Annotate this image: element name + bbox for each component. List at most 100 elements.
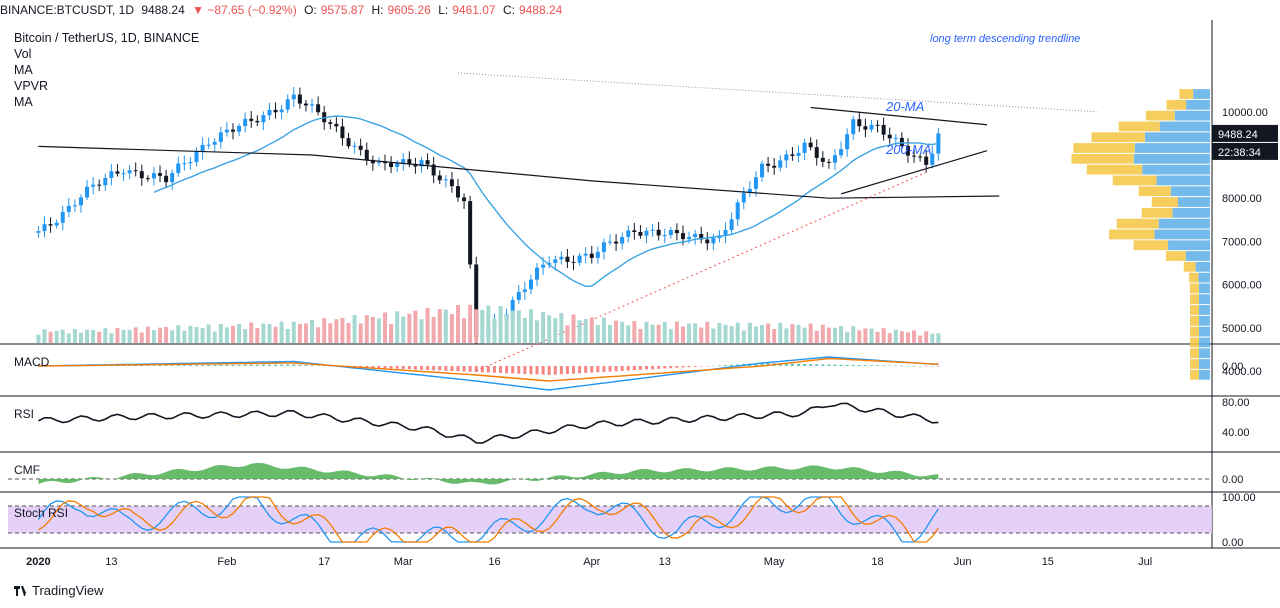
candle-body bbox=[151, 173, 156, 179]
macd-histogram-bar bbox=[140, 365, 144, 366]
volume-bar bbox=[66, 333, 71, 343]
legend-vpvr[interactable]: VPVR bbox=[14, 79, 49, 93]
volume-profile-up bbox=[1154, 229, 1210, 240]
volume-bar bbox=[291, 321, 296, 343]
macd-histogram-bar bbox=[827, 364, 831, 366]
volume-bar bbox=[729, 326, 734, 343]
volume-bar bbox=[881, 328, 886, 343]
volume-bar bbox=[687, 323, 692, 343]
long-term-trendline bbox=[457, 72, 1097, 113]
candle-body bbox=[182, 163, 187, 165]
volume-profile-up bbox=[1199, 348, 1210, 359]
candle-body bbox=[644, 230, 649, 236]
ma200-line bbox=[38, 145, 1000, 199]
volume-bar bbox=[133, 327, 138, 343]
volume-bar bbox=[237, 323, 242, 343]
volume-bar bbox=[845, 331, 850, 343]
volume-bar bbox=[839, 325, 844, 343]
legend-title: Bitcoin / TetherUS, 1D, BINANCE bbox=[14, 31, 200, 45]
volume-bar bbox=[632, 321, 637, 343]
candle-body bbox=[127, 170, 132, 174]
legend-ma[interactable]: MA bbox=[14, 63, 33, 77]
macd-histogram-bar bbox=[644, 366, 648, 370]
volume-bar bbox=[54, 330, 59, 343]
candle-body bbox=[364, 149, 369, 160]
volume-profile-down bbox=[1071, 153, 1134, 164]
volume-profile-up bbox=[1195, 261, 1210, 272]
volume-bar bbox=[139, 332, 144, 343]
volume-bar bbox=[468, 304, 473, 343]
candle-body bbox=[626, 230, 631, 237]
candle-body bbox=[443, 179, 448, 181]
macd-signal-line bbox=[38, 357, 939, 382]
volume-profile-up bbox=[1156, 175, 1210, 186]
volume-bar bbox=[127, 329, 132, 343]
time-axis-label: 13 bbox=[659, 556, 671, 568]
candle-body bbox=[614, 241, 619, 244]
volume-bar bbox=[924, 331, 929, 343]
candle-body bbox=[826, 161, 831, 163]
symbol-label[interactable]: BINANCE:BTCUSDT, 1D bbox=[0, 3, 135, 17]
stoch-axis-label: 100.00 bbox=[1222, 492, 1256, 504]
volume-bar bbox=[328, 323, 333, 343]
volume-bar bbox=[547, 315, 552, 343]
macd-histogram-bar bbox=[620, 366, 624, 371]
close-value: 9488.24 bbox=[518, 3, 563, 17]
volume-bar bbox=[905, 332, 910, 343]
indicator-legend: Bitcoin / TetherUS, 1D, BINANCE Vol MA V… bbox=[14, 30, 199, 110]
macd-histogram-bar bbox=[182, 365, 186, 366]
volume-bar bbox=[297, 323, 302, 343]
macd-histogram-bar bbox=[146, 365, 150, 366]
volume-bar bbox=[273, 326, 278, 343]
time-axis-label: May bbox=[764, 556, 785, 568]
time-axis-label: Apr bbox=[583, 556, 600, 568]
time-axis-label: 15 bbox=[1042, 556, 1054, 568]
volume-bar bbox=[796, 324, 801, 343]
countdown-tag bbox=[1212, 142, 1278, 160]
volume-bar bbox=[498, 305, 503, 343]
legend-ma-2[interactable]: MA bbox=[14, 95, 33, 109]
volume-bar bbox=[401, 316, 406, 343]
macd-histogram-bar bbox=[292, 364, 296, 366]
candle-body bbox=[845, 134, 850, 150]
tradingview-brand[interactable]: TradingView bbox=[14, 582, 104, 600]
volume-bar bbox=[115, 328, 120, 343]
candle-body bbox=[881, 124, 886, 135]
candle-body bbox=[85, 186, 90, 198]
volume-bar bbox=[638, 328, 643, 343]
volume-bar bbox=[711, 328, 716, 343]
macd-histogram-bar bbox=[201, 365, 205, 366]
candle-body bbox=[608, 241, 612, 243]
volume-profile-up bbox=[1199, 359, 1210, 369]
candle-body bbox=[97, 184, 102, 186]
legend-volume[interactable]: Vol bbox=[14, 47, 32, 61]
volume-bar bbox=[644, 321, 649, 343]
macd-pane-label: MACD bbox=[14, 355, 50, 369]
macd-histogram-bar bbox=[444, 366, 448, 371]
candle-body bbox=[194, 152, 199, 162]
cmf-axis-label: 0.00 bbox=[1222, 474, 1243, 486]
volume-profile-down bbox=[1189, 294, 1199, 305]
macd-histogram-bar bbox=[122, 365, 126, 366]
volume-profile-down bbox=[1190, 326, 1199, 337]
volume-bar bbox=[528, 309, 533, 343]
rsi-line bbox=[38, 402, 939, 444]
volume-bar bbox=[601, 317, 606, 343]
candle-body bbox=[620, 236, 625, 244]
candle-body bbox=[468, 201, 473, 265]
volume-profile-up bbox=[1198, 272, 1210, 283]
volume-bar bbox=[431, 316, 436, 343]
volume-profile-up bbox=[1170, 186, 1210, 197]
volume-bar bbox=[875, 331, 880, 343]
time-axis-label: Feb bbox=[217, 556, 236, 568]
volume-bar bbox=[72, 329, 77, 343]
macd-histogram-bar bbox=[699, 366, 703, 367]
macd-histogram-bar bbox=[687, 366, 691, 368]
macd-histogram-bar bbox=[170, 365, 174, 366]
candle-body bbox=[431, 164, 436, 176]
volume-bar bbox=[893, 329, 898, 343]
candle-body bbox=[851, 119, 856, 135]
macd-histogram-bar bbox=[383, 366, 387, 369]
price-chart[interactable]: 10000.009000.008000.007000.006000.005000… bbox=[0, 20, 1280, 573]
candle-body bbox=[261, 115, 266, 123]
